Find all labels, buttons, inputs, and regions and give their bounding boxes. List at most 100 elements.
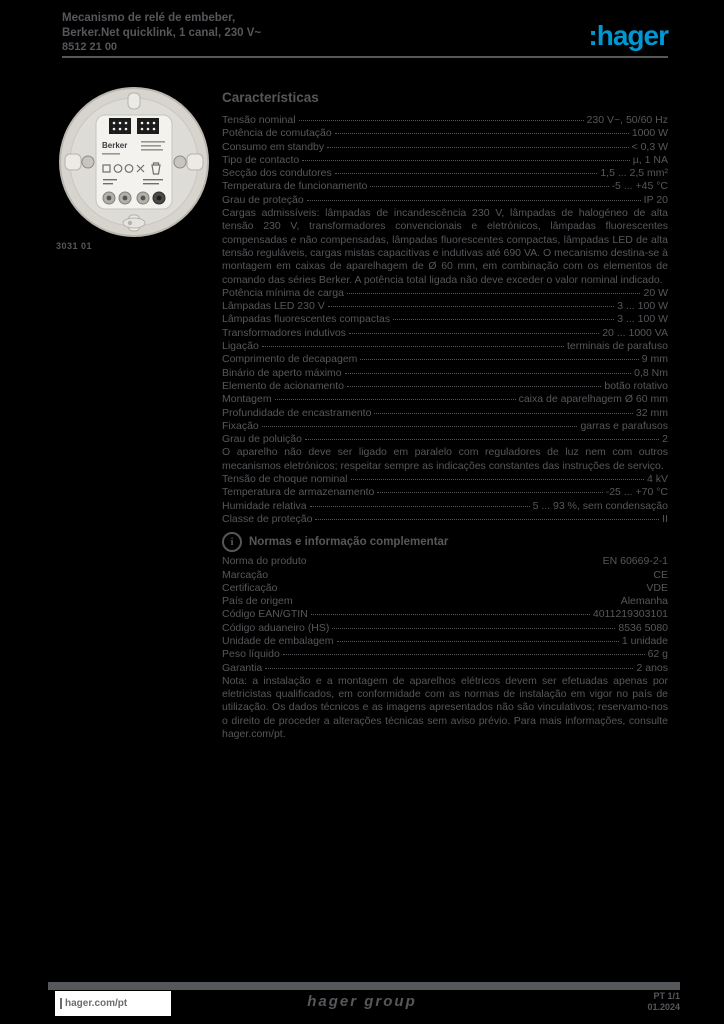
spec-label: Potência mínima de carga bbox=[222, 286, 344, 299]
spec-label: Lâmpadas fluorescentes compactas bbox=[222, 313, 391, 326]
dotted-leader bbox=[309, 505, 530, 507]
spec-row: Montagem caixa de aparelhagem Ø 60 mm bbox=[222, 393, 668, 406]
spec-value: µ, 1 NA bbox=[632, 153, 668, 166]
spec-value: II bbox=[662, 512, 668, 525]
spec-row: Tipo de contacto µ, 1 NA bbox=[222, 154, 668, 167]
spec-value: 1 unidade bbox=[621, 634, 668, 647]
spec-value: EN 60669-2-1 bbox=[602, 555, 668, 568]
dotted-leader bbox=[360, 359, 639, 361]
spec-row: Consumo em standby < 0,3 W bbox=[222, 141, 668, 154]
characteristics-heading: Características bbox=[222, 90, 319, 105]
spec-row: Profundidade de encastramento 32 mm bbox=[222, 407, 668, 420]
dotted-leader bbox=[348, 332, 600, 334]
spec-row: Potência de comutação 1000 W bbox=[222, 127, 668, 140]
info-row: Certificação VDE bbox=[222, 582, 668, 595]
spec-value: 230 V~, 50/60 Hz bbox=[586, 114, 668, 126]
spec-row: Humidade relativa 5 ... 93 %, sem condens… bbox=[222, 500, 668, 513]
subsection-title: Normas e informação complementar bbox=[249, 536, 449, 549]
footer-page-info: PT 1/1 01.2024 bbox=[647, 991, 680, 1013]
spec-value: Alemanha bbox=[620, 595, 668, 608]
info-row: País de origem Alemanha bbox=[222, 595, 668, 608]
spec-label: Comprimento de decapagem bbox=[222, 353, 358, 366]
spec-row: Garantia 2 anos bbox=[222, 662, 668, 675]
spec-row: Temperatura de armazenamento -25 ... +70 … bbox=[222, 486, 668, 499]
footer-site-link[interactable]: hager.com/pt bbox=[65, 998, 128, 1009]
product-title-line2: Berker.Net quicklink, 1 canal, 230 V~ bbox=[62, 26, 262, 39]
spec-label: Binário de aperto máximo bbox=[222, 366, 342, 379]
spec-value: 20 ... 1000 VA bbox=[602, 326, 668, 339]
characteristics-section: Características Tensão nominal 230 V~, 50… bbox=[222, 90, 668, 741]
spec-row: Grau de poluição 2 bbox=[222, 433, 668, 446]
dotted-leader bbox=[298, 120, 584, 121]
spec-value: 5 ... 93 %, sem condensação bbox=[532, 499, 668, 512]
info-row: Norma do produto EN 60669-2-1 bbox=[222, 555, 668, 568]
product-photo-illustration: Berker bbox=[59, 87, 209, 237]
spec-row: Lâmpadas LED 230 V 3 ... 100 W bbox=[222, 300, 668, 313]
hager-logo: :hager bbox=[588, 20, 669, 51]
note-paragraph: Cargas admissíveis: lâmpadas de incandes… bbox=[222, 207, 668, 286]
spec-value: -5 ... +45 °C bbox=[611, 180, 668, 193]
spec-label: Tensão nominal bbox=[222, 114, 296, 126]
spec-row: Tensão nominal 230 V~, 50/60 Hz bbox=[222, 114, 668, 127]
dotted-leader bbox=[336, 640, 619, 642]
dotted-leader bbox=[265, 667, 634, 669]
spec-label: Grau de poluição bbox=[222, 433, 302, 446]
spec-value: 62 g bbox=[647, 648, 668, 661]
spec-row: Código aduaneiro (HS) 8536 5080 bbox=[222, 622, 668, 635]
spec-label: Código EAN/GTIN bbox=[222, 608, 308, 621]
spec-value: 1000 W bbox=[631, 127, 668, 140]
spec-value: 2 anos bbox=[636, 661, 668, 674]
spec-row: Secção dos condutores 1,5 ... 2,5 mm² bbox=[222, 167, 668, 180]
dotted-leader bbox=[393, 319, 615, 321]
spec-label: Lâmpadas LED 230 V bbox=[222, 300, 325, 313]
spec-value: terminais de parafuso bbox=[567, 340, 668, 353]
spec-value: caixa de aparelhagem Ø 60 mm bbox=[518, 393, 668, 406]
dotted-leader bbox=[282, 654, 645, 656]
spec-value: botão rotativo bbox=[604, 379, 668, 392]
spec-label: Norma do produto bbox=[222, 555, 307, 568]
spec-value: 3 ... 100 W bbox=[617, 300, 668, 313]
footer-site-box[interactable]: hager.com/pt bbox=[55, 991, 171, 1016]
spec-label: Fixação bbox=[222, 419, 259, 432]
spec-label: Código aduaneiro (HS) bbox=[222, 621, 330, 634]
dotted-leader bbox=[302, 159, 630, 161]
dotted-leader bbox=[346, 292, 641, 294]
dotted-leader bbox=[261, 425, 578, 427]
spec-row: Classe de proteção II bbox=[222, 513, 668, 526]
characteristics-rows: Tensão nominal 230 V~, 50/60 Hz Potência d… bbox=[222, 114, 668, 741]
spec-label: Garantia bbox=[222, 661, 263, 674]
spec-label: Classe de proteção bbox=[222, 512, 313, 525]
dotted-leader bbox=[306, 199, 641, 201]
spec-row: Ligação terminais de parafuso bbox=[222, 340, 668, 353]
spec-label: Potência de comutação bbox=[222, 127, 332, 140]
dotted-leader bbox=[332, 627, 616, 629]
header-divider bbox=[62, 56, 668, 58]
subsection-heading: i Normas e informação complementar bbox=[222, 529, 668, 555]
spec-row: Unidade de embalagem 1 unidade bbox=[222, 635, 668, 648]
spec-label: País de origem bbox=[222, 595, 293, 608]
spec-value: garras e parafusos bbox=[580, 419, 668, 432]
spec-value: 0,8 Nm bbox=[634, 366, 668, 379]
spec-row: Lâmpadas fluorescentes compactas 3 ... 10… bbox=[222, 313, 668, 326]
spec-label: Profundidade de encastramento bbox=[222, 406, 372, 419]
photo-caption: 3031 01 bbox=[56, 241, 93, 251]
spec-label: Secção dos condutores bbox=[222, 167, 332, 180]
device-brand-label: Berker bbox=[102, 141, 127, 150]
spec-row: Peso líquido 62 g bbox=[222, 648, 668, 661]
dotted-leader bbox=[310, 614, 590, 616]
spec-row: Elemento de acionamento botão rotativo bbox=[222, 380, 668, 393]
info-icon: i bbox=[222, 532, 242, 553]
spec-label: Marcação bbox=[222, 568, 269, 581]
dotted-leader bbox=[315, 518, 660, 520]
spec-row: Tensão de choque nominal 4 kV bbox=[222, 473, 668, 486]
product-title-line1: Mecanismo de relé de embeber, bbox=[62, 12, 236, 24]
spec-value: 20 W bbox=[643, 286, 668, 299]
note-paragraph: O aparelho não deve ser ligado em parale… bbox=[222, 446, 668, 472]
spec-label: Elemento de acionamento bbox=[222, 379, 344, 392]
spec-label: Certificação bbox=[222, 581, 278, 594]
spec-label: Temperatura de funcionamento bbox=[222, 180, 368, 193]
spec-value: CE bbox=[653, 568, 668, 581]
dotted-leader bbox=[377, 492, 603, 494]
site-colon-mark bbox=[60, 998, 62, 1009]
spec-label: Tipo de contacto bbox=[222, 153, 300, 166]
